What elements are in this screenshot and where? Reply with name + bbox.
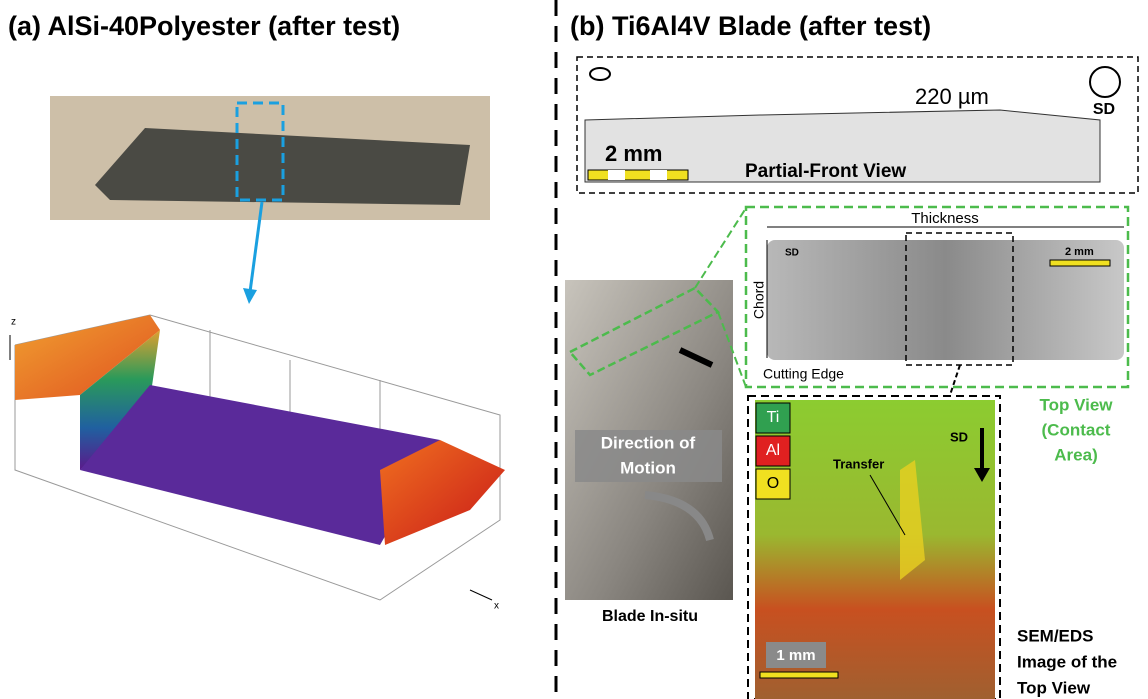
top-caption: Area) xyxy=(1054,445,1097,464)
z-axis-label: z xyxy=(11,317,16,328)
top-scale-label: 2 mm xyxy=(1065,246,1094,258)
front-scale-label: 2 mm xyxy=(605,141,662,166)
element-label: O xyxy=(767,475,779,492)
cutting-edge-label: Cutting Edge xyxy=(763,366,844,382)
thickness-label: Thickness xyxy=(911,210,979,227)
measurement: 220 µm xyxy=(915,84,989,109)
sem-sd-label: SD xyxy=(950,429,968,444)
element-label: Al xyxy=(766,442,780,459)
figure: (a) AlSi-40Polyester (after test) z x (b… xyxy=(0,0,1148,699)
motion-label: Direction of xyxy=(601,433,696,452)
top-scale-bar xyxy=(1050,260,1110,266)
transfer-label: Transfer xyxy=(833,456,884,471)
motion-label: Motion xyxy=(620,458,676,477)
top-sd-label: SD xyxy=(785,248,799,259)
arrow-head xyxy=(243,288,257,304)
x-axis xyxy=(470,590,492,600)
eye-icon xyxy=(590,68,610,80)
sem-scale-bar xyxy=(760,672,838,678)
x-axis-label: x xyxy=(494,601,499,612)
panel-b-title: (b) Ti6Al4V Blade (after test) xyxy=(570,11,931,41)
top-caption: (Contact xyxy=(1042,420,1111,439)
front-view-label: Partial-Front View xyxy=(745,161,906,182)
sem-scale-label: 1 mm xyxy=(776,647,815,664)
link xyxy=(695,208,746,288)
sem-caption: SEM/EDS xyxy=(1017,626,1094,645)
element-label: Ti xyxy=(767,409,780,426)
blade-caption: Blade In-situ xyxy=(602,608,698,625)
sd-label: SD xyxy=(1093,101,1115,118)
sem-caption: Top View xyxy=(1017,678,1091,697)
top-view-image xyxy=(767,240,1124,360)
panel-a-title: (a) AlSi-40Polyester (after test) xyxy=(8,11,400,41)
sd-icon xyxy=(1090,67,1120,97)
chord-label: Chord xyxy=(751,281,767,319)
top-caption: Top View xyxy=(1039,395,1113,414)
sem-caption: Image of the xyxy=(1017,652,1117,671)
zoom-link xyxy=(950,365,960,395)
scale-bar xyxy=(588,170,688,180)
